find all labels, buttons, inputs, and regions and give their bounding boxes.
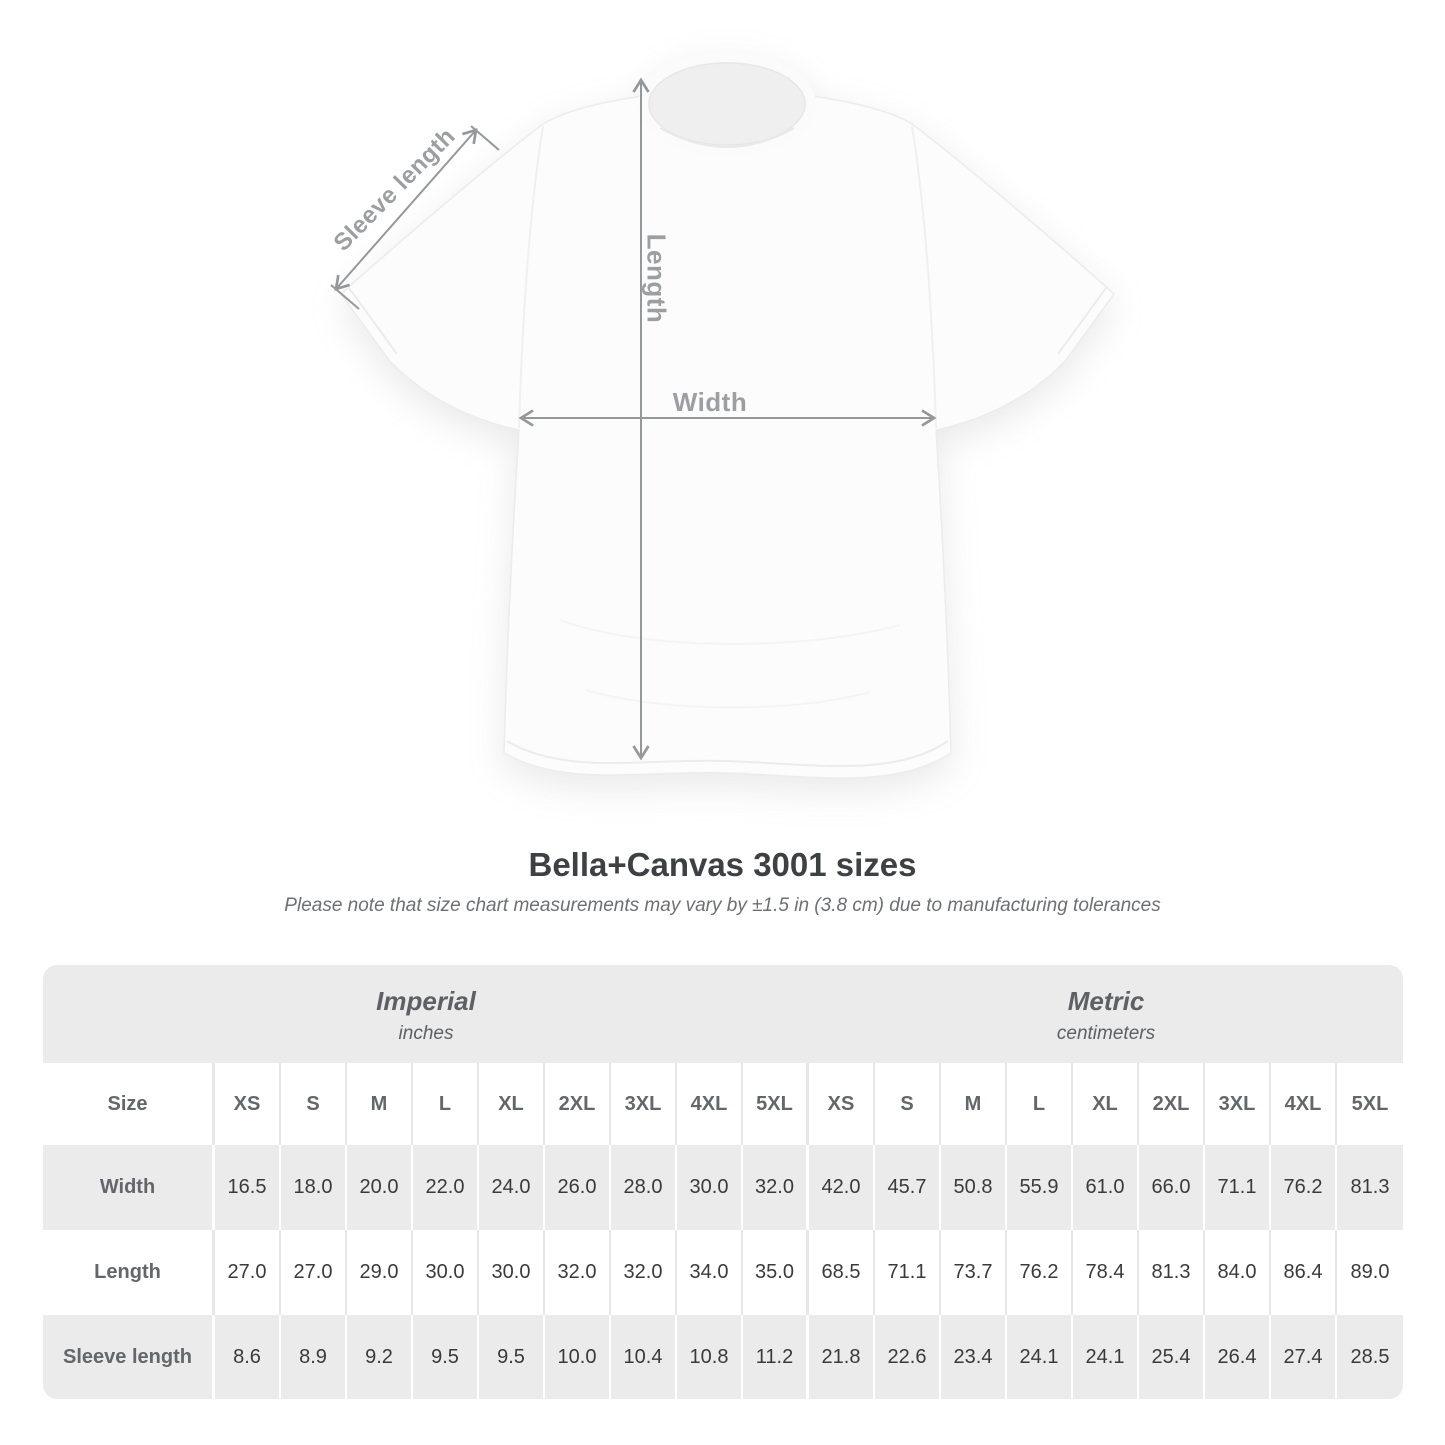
size-header: L xyxy=(1007,1063,1073,1145)
cell-value: 71.1 xyxy=(1205,1145,1271,1230)
imperial-title: Imperial xyxy=(376,985,476,1016)
cell-value: 22.0 xyxy=(413,1145,479,1230)
size-header: 2XL xyxy=(545,1063,611,1145)
heading-block: Bella+Canvas 3001 sizes Please note that… xyxy=(0,846,1445,917)
cell-value: 68.5 xyxy=(809,1230,875,1315)
cell-value: 34.0 xyxy=(677,1230,743,1315)
size-header: XS xyxy=(809,1063,875,1145)
size-header: 3XL xyxy=(611,1063,677,1145)
size-header: S xyxy=(281,1063,347,1145)
cell-value: 71.1 xyxy=(875,1230,941,1315)
cell-value: 27.4 xyxy=(1271,1315,1337,1399)
page-title: Bella+Canvas 3001 sizes xyxy=(528,846,917,883)
cell-value: 30.0 xyxy=(479,1230,545,1315)
cell-value: 9.5 xyxy=(479,1315,545,1399)
cell-value: 78.4 xyxy=(1073,1230,1139,1315)
cell-value: 50.8 xyxy=(941,1145,1007,1230)
length-label: Length xyxy=(641,233,672,324)
cell-value: 42.0 xyxy=(809,1145,875,1230)
cell-value: 24.1 xyxy=(1073,1315,1139,1399)
cell-value: 9.5 xyxy=(413,1315,479,1399)
size-header: M xyxy=(347,1063,413,1145)
row-label: Length xyxy=(43,1230,215,1315)
cell-value: 16.5 xyxy=(215,1145,281,1230)
cell-value: 9.2 xyxy=(347,1315,413,1399)
cell-value: 22.6 xyxy=(875,1315,941,1399)
cell-value: 11.2 xyxy=(743,1315,809,1399)
length-row: Length 27.0 27.0 29.0 30.0 30.0 32.0 32.… xyxy=(43,1230,1403,1315)
cell-value: 89.0 xyxy=(1350,1261,1390,1283)
size-header-row: Size XS S M L XL 2XL 3XL 4XL 5XL XS S M … xyxy=(43,1063,1403,1145)
size-column-label: Size xyxy=(43,1063,215,1145)
cell-value: 86.4 xyxy=(1271,1230,1337,1315)
cell-value: 45.7 xyxy=(875,1145,941,1230)
cell-value: 32.0 xyxy=(743,1145,809,1230)
cell-value: 66.0 xyxy=(1139,1145,1205,1230)
collar xyxy=(638,52,816,156)
cell-value: 26.0 xyxy=(545,1145,611,1230)
size-header: XL xyxy=(1073,1063,1139,1145)
size-header: 5XL xyxy=(743,1063,809,1145)
cell-value: 28.5 xyxy=(1350,1345,1390,1368)
cell-value: 20.0 xyxy=(347,1145,413,1230)
size-header: XL xyxy=(479,1063,545,1145)
cell-value: 30.0 xyxy=(677,1145,743,1230)
cell-value: 32.0 xyxy=(545,1230,611,1315)
cell-value: 10.4 xyxy=(611,1315,677,1399)
cell-value: 23.4 xyxy=(941,1315,1007,1399)
width-label: Width xyxy=(672,387,748,417)
sleeve-length-row: Sleeve length 8.6 8.9 9.2 9.5 9.5 10.0 1… xyxy=(43,1315,1403,1399)
cell-value: 8.9 xyxy=(281,1315,347,1399)
cell-value: 10.0 xyxy=(545,1315,611,1399)
imperial-header: Imperial inches xyxy=(43,965,809,1063)
cell-value: 21.8 xyxy=(809,1315,875,1399)
cell-value: 24.1 xyxy=(1007,1315,1073,1399)
cell-value: 61.0 xyxy=(1073,1145,1139,1230)
row-label: Width xyxy=(43,1145,215,1230)
metric-unit: centimeters xyxy=(1056,1022,1156,1044)
imperial-unit: inches xyxy=(398,1022,454,1044)
cell-value: 84.0 xyxy=(1205,1230,1271,1315)
cell-value: 18.0 xyxy=(281,1145,347,1230)
cell-value: 30.0 xyxy=(413,1230,479,1315)
cell-value: 10.8 xyxy=(677,1315,743,1399)
cell-value: 24.0 xyxy=(479,1145,545,1230)
tshirt-image xyxy=(330,52,1116,779)
cell-value: 73.7 xyxy=(941,1230,1007,1315)
sleeve-length-arrow xyxy=(330,125,500,310)
cell-value: 8.6 xyxy=(215,1315,281,1399)
cell-value: 35.0 xyxy=(743,1230,809,1315)
cell-value: 27.0 xyxy=(215,1230,281,1315)
size-header: L xyxy=(413,1063,479,1145)
cell-value: 29.0 xyxy=(347,1230,413,1315)
cell-value: 28.0 xyxy=(611,1145,677,1230)
size-table: Imperial inches Metric centimeters Size … xyxy=(43,965,1403,1399)
tshirt-measurement-diagram: Sleeve length Length Width xyxy=(328,52,1116,779)
cell-value: 25.4 xyxy=(1139,1315,1205,1399)
cell-value: 32.0 xyxy=(611,1230,677,1315)
cell-value: 27.0 xyxy=(281,1230,347,1315)
size-header: 3XL xyxy=(1205,1063,1271,1145)
cell-value: 76.2 xyxy=(1007,1230,1073,1315)
size-header: 2XL xyxy=(1139,1063,1205,1145)
tshirt-graphic xyxy=(339,52,1116,779)
tolerance-note: Please note that size chart measurements… xyxy=(284,895,1161,916)
size-header: XS xyxy=(215,1063,281,1145)
row-label: Sleeve length xyxy=(43,1315,215,1399)
cell-value: 81.3 xyxy=(1350,1176,1390,1198)
size-header: 4XL xyxy=(677,1063,743,1145)
width-row: Width 16.5 18.0 20.0 22.0 24.0 26.0 28.0… xyxy=(43,1145,1403,1230)
cell-value: 55.9 xyxy=(1007,1145,1073,1230)
cell-value: 26.4 xyxy=(1205,1315,1271,1399)
size-header: S xyxy=(875,1063,941,1145)
cell-value: 76.2 xyxy=(1271,1145,1337,1230)
size-header: 4XL xyxy=(1271,1063,1337,1145)
size-header: 5XL xyxy=(1351,1092,1389,1115)
metric-header: Metric centimeters xyxy=(809,965,1403,1063)
cell-value: 81.3 xyxy=(1139,1230,1205,1315)
size-header: M xyxy=(941,1063,1007,1145)
unit-header-band: Imperial inches Metric centimeters xyxy=(43,965,1403,1063)
metric-title: Metric xyxy=(1067,985,1145,1016)
